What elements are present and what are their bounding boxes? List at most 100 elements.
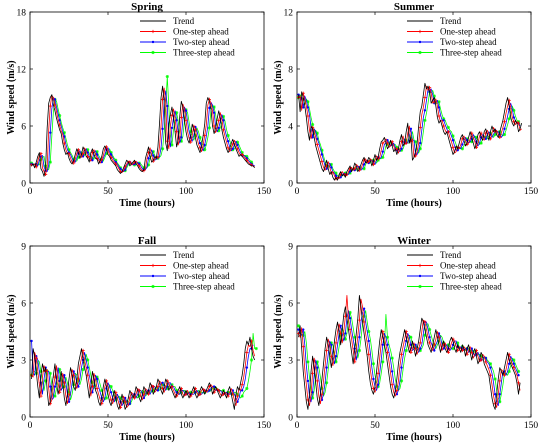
data-point [226,140,230,143]
data-point [423,95,427,100]
data-point [311,391,314,394]
data-point [442,119,445,122]
data-point [175,119,178,122]
legend-label: Three-step ahead [440,282,502,292]
data-point [203,388,207,392]
marker-stroke [451,134,455,138]
legend-entry: Trend [140,250,195,260]
data-point [376,383,380,386]
data-point [67,400,71,403]
marker-stroke [507,117,511,121]
marker-stroke [109,385,113,389]
legend-marker [418,274,422,278]
y-tick-label: 6 [288,299,293,309]
y-axis-label: Wind speed (m/s) [273,294,284,368]
data-point [161,381,164,384]
data-point [381,360,385,364]
data-point [58,119,61,122]
data-point [90,385,94,389]
legend-entry: One-step ahead [140,27,229,37]
data-point [339,324,342,327]
data-point [460,147,464,151]
y-tick-label: 6 [21,299,26,309]
data-point [484,360,488,364]
x-tick-label: 50 [370,187,380,197]
data-point [367,352,371,356]
data-point [353,167,357,171]
x-tick-label: 50 [103,187,113,197]
legend-entry: Three-step ahead [407,282,502,292]
data-point [493,132,497,137]
data-point [86,151,89,154]
data-point [357,318,361,322]
marker-stroke [58,368,62,371]
data-point [325,366,328,369]
marker-stroke [151,51,155,54]
data-point [53,98,57,101]
legend-marker [151,263,155,268]
marker-stroke [240,394,244,398]
x-axis-label: Time (hours) [119,198,175,209]
data-point [245,386,249,391]
marker-stroke [147,163,151,167]
x-tick-label: 0 [28,421,33,431]
marker-stroke [179,139,183,143]
data-point [231,392,235,396]
data-point [62,381,66,385]
marker-stroke [104,396,108,400]
x-axis-label: Time (hours) [119,432,175,443]
data-point [123,400,127,404]
data-point [235,147,240,151]
data-point [433,349,436,352]
data-point [165,75,169,79]
data-point [362,163,366,166]
data-point [119,167,122,170]
series-line-two-step-ahead [31,90,255,173]
data-point [498,393,501,396]
legend-marker [418,40,422,44]
chart-panel-summer: 0 50 100 150 0 4 8 12 Summer Time (hours) Wind spe… [273,1,538,209]
legend-entry: Two-step ahead [407,37,497,47]
data-point [489,366,492,369]
data-point [208,106,211,110]
data-point [156,385,160,389]
marker-stroke [198,135,202,139]
legend-marker [151,284,155,289]
data-point [249,358,254,362]
data-point [203,143,206,147]
data-point [428,336,431,339]
legend-entry: One-step ahead [140,261,229,271]
legend-label: Three-step ahead [173,48,235,58]
data-point [320,148,324,152]
legend-entry: Trend [407,250,462,260]
data-point [517,374,520,377]
legend-label: One-step ahead [440,27,496,37]
data-point [451,145,455,149]
data-point [381,150,384,153]
data-point [344,332,347,335]
data-point [226,133,230,138]
data-point [175,130,179,134]
data-point [86,373,90,377]
chart-title: Winter [397,235,431,247]
data-point [170,385,174,389]
data-point [334,355,338,358]
data-point [240,389,244,392]
data-point [95,386,99,391]
marker-stroke [409,335,413,339]
data-point [502,120,507,124]
data-point [137,164,141,168]
data-point [165,139,169,143]
data-point [488,373,493,377]
y-tick-label: 0 [21,179,26,189]
marker-stroke [81,368,85,371]
data-point [507,117,511,121]
data-point [217,118,221,122]
data-point [451,139,455,142]
marker-stroke [367,330,371,333]
y-axis-label: Wind speed (m/s) [6,294,17,368]
series-line-trend [31,336,256,410]
marker-stroke [362,167,366,171]
data-point [254,347,258,351]
data-point [245,350,249,354]
